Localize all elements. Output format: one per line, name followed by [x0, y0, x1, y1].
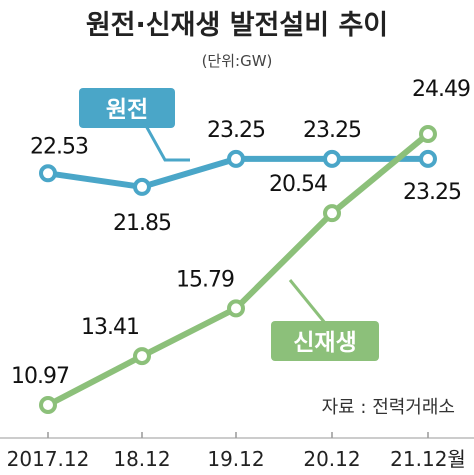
legend-leader-nuclear	[138, 114, 190, 162]
data-point	[227, 299, 245, 318]
data-point	[227, 149, 245, 168]
data-point	[323, 149, 341, 168]
data-label: 23.25	[207, 118, 265, 143]
x-tick-label: 18.12	[113, 447, 170, 471]
unit-label: (단위:GW)	[202, 52, 273, 70]
data-point	[133, 347, 151, 366]
data-label: 22.53	[30, 134, 88, 159]
chart-title: 원전·신재생 발전설비 추이	[86, 10, 388, 41]
data-label: 13.41	[81, 315, 139, 340]
data-point	[419, 149, 437, 168]
data-label: 20.54	[269, 172, 327, 197]
series-line-renewable	[46, 131, 430, 408]
legend-renewable-label: 신재생	[293, 330, 356, 356]
data-point	[323, 204, 341, 223]
data-label: 23.25	[303, 118, 361, 143]
x-tick-label: 19.12	[207, 447, 264, 471]
data-point	[133, 177, 151, 196]
legend-leader-renewable	[288, 279, 327, 324]
data-label: 15.79	[176, 267, 234, 292]
legend-renewable-box	[271, 321, 379, 361]
legend-nuclear-box	[79, 88, 175, 128]
data-label: 23.25	[403, 180, 461, 205]
legend-nuclear-label: 원전	[106, 97, 148, 123]
data-label: 21.85	[113, 211, 171, 236]
x-tick-label: 20.12	[303, 447, 360, 471]
data-point	[419, 125, 437, 143]
x-tick-label: 21.12월	[390, 447, 466, 471]
data-label: 10.97	[11, 364, 69, 389]
x-tick-label: 2017.12	[7, 447, 90, 471]
data-point	[39, 164, 57, 183]
x-axis: 2017.12 18.12 19.12 20.12 21.12월	[7, 432, 466, 471]
source-label: 자료 : 전력거래소	[322, 397, 455, 418]
data-point	[39, 396, 57, 414]
data-label: 24.49	[412, 77, 470, 102]
plot-area: 22.53 21.85 23.25 23.25 23.25 10.97 13.41 15.79…	[11, 77, 471, 414]
